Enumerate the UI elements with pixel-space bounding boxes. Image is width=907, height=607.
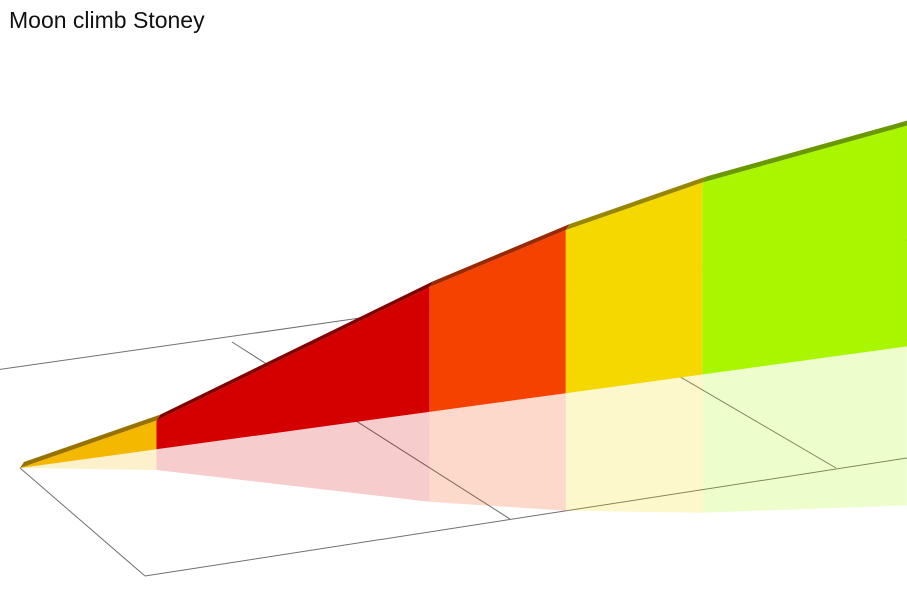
profile-ridge-3 <box>429 224 570 288</box>
profile-segment-3 <box>429 230 566 412</box>
reflection-layer <box>20 346 907 513</box>
profile-ridge-5 <box>702 120 907 183</box>
reflection-segment-1 <box>20 449 157 470</box>
reflection-segment-2 <box>156 411 430 502</box>
grid-line-3 <box>19 467 146 577</box>
profile-segment-5 <box>702 125 907 375</box>
grid-line-2 <box>144 457 907 577</box>
reflection-segment-3 <box>429 393 566 511</box>
profile-segment-2 <box>156 287 430 450</box>
profile-ridge-1 <box>20 414 161 468</box>
reflection-segment-4 <box>565 374 703 513</box>
profile-wall <box>20 120 907 468</box>
profile-ridge-4 <box>565 176 707 230</box>
profile-ridge-2 <box>156 281 434 421</box>
profile-segment-4 <box>565 182 703 394</box>
chart-title: Moon climb Stoney <box>9 7 205 33</box>
reflection-segment-5 <box>702 346 907 513</box>
